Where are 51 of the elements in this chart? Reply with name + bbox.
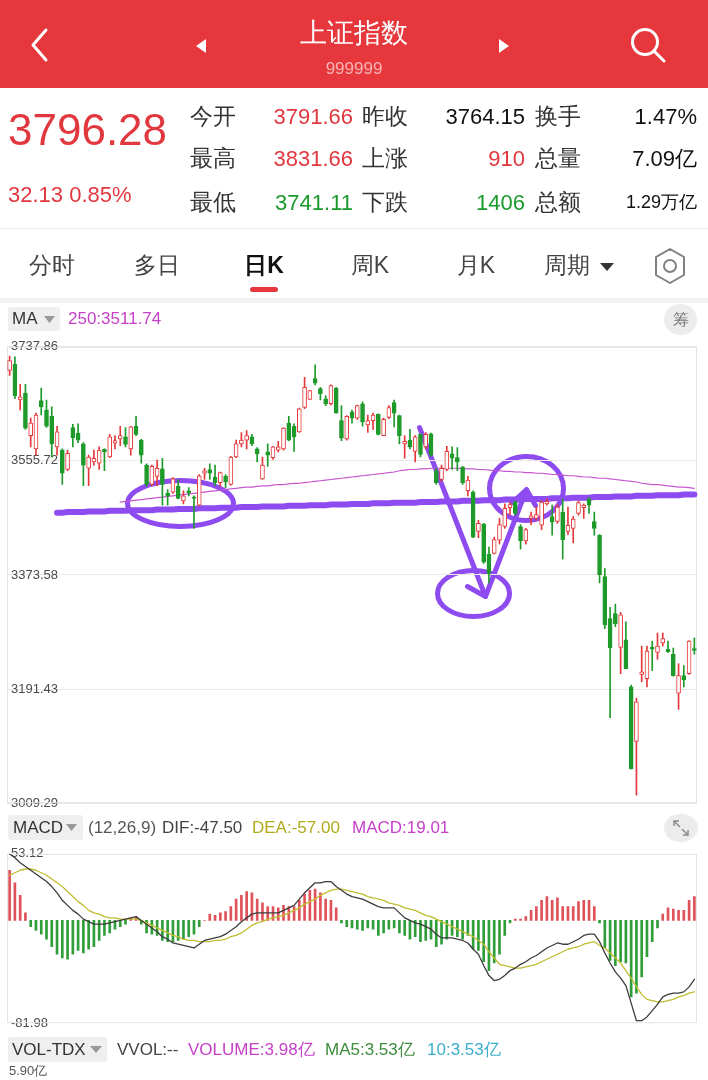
text: 月K [456, 252, 496, 279]
text: 总额 [535, 189, 581, 216]
text: 910 [488, 146, 525, 172]
text: 换手 [535, 103, 581, 130]
text: 32.13 0.85% [8, 182, 132, 208]
text: 最低 [190, 189, 236, 216]
dropdown-button: MA [8, 307, 60, 331]
text: DIF:-47.50 [162, 818, 243, 838]
text: 1.29万亿 [625, 192, 697, 213]
text: (12,26,9) [88, 818, 157, 838]
chart-title: MA [12, 309, 38, 329]
text: 999999 [325, 59, 383, 79]
text: 3741.11 [275, 190, 353, 216]
text: 10:3.53亿 [427, 1040, 501, 1060]
text: 周期 [544, 252, 590, 279]
text: 3764.15 [445, 104, 525, 130]
text: MA5:3.53亿 [325, 1040, 415, 1060]
y-tick-label: 3009.29 [11, 794, 58, 810]
text: 日K [244, 252, 284, 279]
y-tick-label: 3373.58 [11, 566, 58, 582]
text: 上证指数 [300, 18, 408, 50]
text: VOLUME:3.98亿 [188, 1040, 315, 1060]
text: 昨收 [362, 103, 408, 130]
y-tick-label: 3555.72 [11, 452, 58, 468]
text: 分时 [29, 252, 75, 279]
text: 总量 [535, 145, 581, 172]
text: 周K [350, 252, 390, 279]
text: VVOL:-- [117, 1040, 179, 1060]
text: 今开 [190, 103, 236, 130]
text: 1406 [476, 190, 525, 216]
chart-title: MACD [13, 818, 64, 838]
text: 下跌 [362, 189, 408, 216]
text: 最高 [190, 145, 236, 172]
text: 多日 [134, 252, 180, 279]
text: 5.90亿 [9, 1063, 48, 1079]
text: 3791.66 [273, 104, 353, 130]
dropdown-button: VOL-TDX [8, 1037, 107, 1062]
round-button: 筹 [664, 304, 697, 335]
text: 7.09亿 [632, 146, 697, 172]
text: 3796.28 [8, 105, 168, 156]
text: DEA:-57.00 [252, 818, 340, 838]
y-tick-label: -81.98 [11, 1014, 48, 1030]
text: 上涨 [362, 145, 408, 172]
y-tick-label: 3191.43 [11, 680, 58, 696]
text: 1.47% [634, 104, 697, 130]
y-tick-label: 53.12 [11, 845, 44, 861]
text: 250:3511.74 [68, 309, 162, 329]
text: MACD:19.01 [352, 818, 450, 838]
text: 3831.66 [273, 146, 353, 172]
y-tick-label: 3737.86 [11, 338, 58, 354]
dropdown-button: MACD [8, 815, 83, 840]
